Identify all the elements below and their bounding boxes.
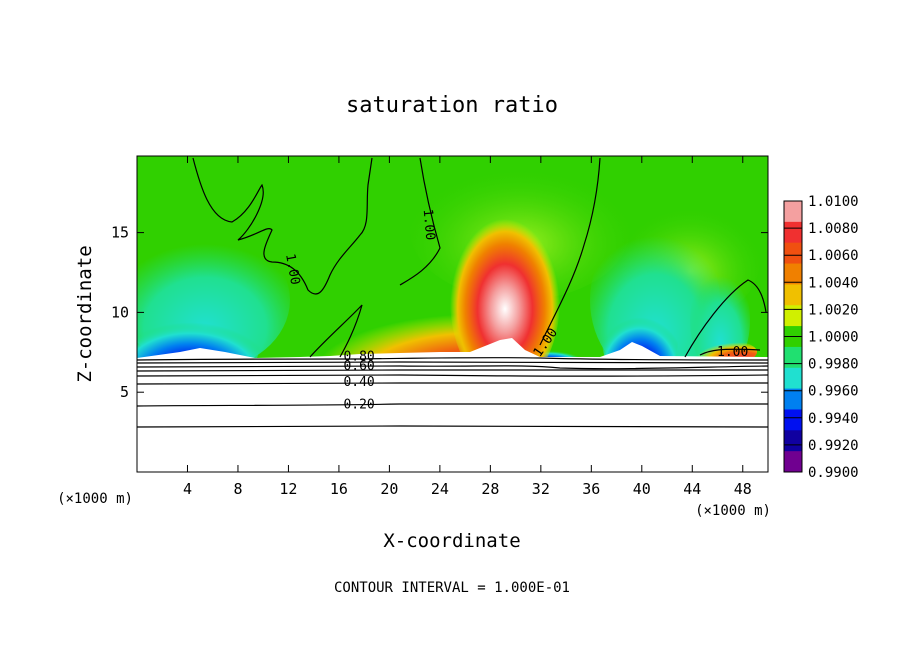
x-tick-label: 16 — [330, 480, 348, 498]
colorbar-swatch — [784, 451, 802, 473]
colorbar-swatch — [784, 430, 802, 452]
colorbar-swatch — [784, 221, 802, 244]
x-tick-label: 40 — [633, 480, 651, 498]
contour-line-0.60 — [136, 365, 769, 370]
chart-title: saturation ratio — [346, 93, 558, 118]
contour-line-1.00 — [309, 304, 363, 358]
colorbar-swatch — [784, 305, 802, 327]
contour-label: 0.60 — [343, 359, 374, 374]
colorbar-swatch — [784, 201, 802, 223]
x-axis-ticks: 4 8 12 16 20 24 28 32 36 40 44 48 — [183, 156, 752, 498]
colorbar-swatch — [784, 346, 802, 369]
contour-line-1.00 — [684, 279, 767, 358]
subsaturated-core-west — [137, 300, 260, 359]
colorbar-label: 1.0020 — [808, 302, 859, 318]
colorbar-label: 1.0080 — [808, 221, 859, 237]
x-tick-label: 44 — [683, 480, 701, 498]
colorbar-label: 1.0000 — [808, 330, 859, 346]
contour-line-0.10 — [136, 425, 769, 428]
supersaturated-plume — [450, 210, 560, 359]
contour-line-0.20 — [136, 403, 769, 407]
colorbar-swatch — [784, 284, 802, 306]
contour-label: 0.80 — [343, 350, 374, 365]
y-tick-label: 5 — [120, 383, 129, 401]
plot-frame — [136, 155, 769, 473]
contour-line-1.00 — [539, 157, 601, 346]
contour-label: 0.20 — [343, 397, 374, 412]
y-axis-ticks: 5 10 15 — [111, 224, 768, 401]
contour-line-1.00 — [192, 157, 373, 295]
x-unit-label-right: (×1000 m) — [695, 503, 771, 519]
contour-label: 1.00 — [420, 208, 438, 241]
x-tick-label: 24 — [431, 480, 449, 498]
colorbar-swatch — [784, 263, 802, 285]
colorbar-label: 1.0060 — [808, 248, 859, 264]
contour-line-0.40 — [136, 374, 769, 377]
contour-line-1.00 — [699, 348, 761, 356]
cyan-region-east — [690, 265, 750, 359]
y-tick-label: 10 — [111, 303, 129, 321]
colorbar-label: 0.9960 — [808, 384, 859, 400]
contour-interval-note: CONTOUR INTERVAL = 1.000E-01 — [334, 580, 570, 596]
x-tick-label: 28 — [481, 480, 499, 498]
x-tick-label: 32 — [532, 480, 550, 498]
subsaturated-core-east — [602, 295, 678, 359]
colorbar-label: 0.9940 — [808, 411, 859, 427]
x-unit-label-left: (×1000 m) — [57, 491, 133, 507]
x-tick-label: 8 — [233, 480, 242, 498]
y-tick-label: 15 — [111, 224, 129, 242]
colorbar-swatch — [784, 388, 802, 410]
contour-line-0.80 — [136, 356, 769, 361]
x-tick-label: 48 — [734, 480, 752, 498]
x-axis-label: X-coordinate — [383, 530, 520, 552]
x-tick-label: 20 — [380, 480, 398, 498]
colorbar-label: 1.0040 — [808, 275, 859, 291]
x-tick-label: 4 — [183, 480, 192, 498]
colorbar-swatch — [784, 409, 802, 431]
colorbar-label: 0.9900 — [808, 465, 859, 481]
colorbar-swatch — [784, 367, 802, 390]
x-tick-label: 36 — [582, 480, 600, 498]
plot-area: 1.001.001.00 1.000.800.600.400.20 4 8 12 16 2… — [111, 155, 769, 498]
contour-line-0.70 — [136, 361, 769, 364]
contour-label: 1.00 — [717, 345, 748, 360]
contour-line-1.00 — [399, 157, 441, 286]
contour-label: 0.40 — [343, 375, 374, 390]
y-axis-label: Z-coordinate — [74, 245, 96, 382]
terrain-mask — [137, 338, 768, 472]
colorbar-label: 0.9980 — [808, 357, 859, 373]
contour-label: 1.00 — [282, 253, 302, 286]
x-tick-label: 12 — [279, 480, 297, 498]
colorbar-label: 1.0100 — [808, 194, 859, 210]
colorbar: 1.0100 1.0080 1.0060 1.0040 1.0020 1.0000 0.99… — [783, 194, 859, 481]
colorbar-swatch — [784, 242, 802, 265]
colorbar-label: 0.9920 — [808, 438, 859, 454]
